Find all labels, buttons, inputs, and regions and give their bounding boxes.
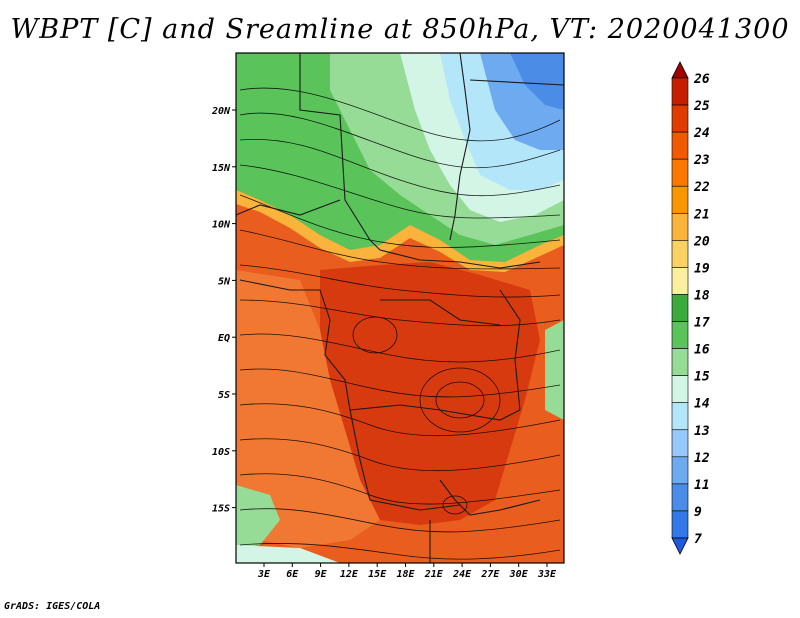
colorbar-swatch [671, 104, 689, 133]
colorbar-swatch [671, 456, 689, 485]
lon-tick-label: 15E [368, 569, 387, 580]
colorbar-swatch [671, 483, 689, 512]
colorbar-swatch [671, 321, 689, 349]
colorbar-swatch [671, 185, 689, 214]
colorbar-swatch [671, 402, 689, 431]
lat-tick-label: EQ [218, 333, 230, 344]
colorbar-label: 21 [693, 207, 710, 222]
lat-tick-label: 15N [212, 163, 231, 174]
temperature-field [236, 53, 564, 563]
lon-tick-label: 24E [452, 569, 472, 580]
lat-tick-label: 20N [211, 106, 231, 117]
green-patch-east [545, 320, 564, 420]
colorbar-label: 23 [693, 153, 710, 168]
colorbar-swatch [671, 131, 689, 160]
lon-tick-label: 30E [509, 569, 529, 580]
lon-tick-label: 18E [396, 569, 415, 580]
lat-tick-label: 5N [218, 276, 231, 287]
lat-tick-label: 15S [212, 504, 230, 515]
lon-tick-label: 27E [480, 569, 500, 580]
colorbar-label: 7 [694, 532, 702, 547]
colorbar-swatch [671, 240, 689, 268]
colorbar-swatch [671, 158, 689, 187]
colorbar-label: 24 [693, 126, 710, 141]
colorbar-label: 14 [694, 397, 710, 412]
lon-tick-label: 9E [315, 569, 328, 580]
lon-tick-label: 21E [424, 569, 444, 580]
colorbar-label: 17 [694, 316, 710, 331]
green-patch-southwest [236, 485, 280, 550]
colorbar-swatch [671, 267, 689, 295]
colorbar-label: 20 [693, 234, 710, 249]
colorbar-label: 18 [694, 288, 710, 303]
colorbar-label: 12 [694, 451, 710, 466]
colorbar-swatch [671, 348, 689, 376]
pale-patch-south [236, 545, 340, 563]
colorbar-swatch [671, 212, 689, 241]
colorbar-arrow-bottom [671, 537, 689, 555]
lon-tick-label: 6E [286, 569, 299, 580]
colorbar-label: 25 [693, 99, 710, 114]
colorbar: 26 25 24 23 22 21 20 19 18 17 16 15 14 13 12 11 9 7 [671, 61, 710, 555]
lat-tick-label: 10S [212, 447, 230, 458]
streamlines [239, 87, 561, 560]
map-frame [235, 52, 565, 564]
colorbar-label: 13 [694, 424, 710, 439]
lat-tick-label: 5S [218, 390, 230, 401]
orange-region-west [236, 270, 380, 548]
colorbar-swatch [671, 429, 689, 458]
hot-region-central [320, 262, 540, 525]
colorbar-swatch [671, 294, 689, 322]
lon-tick-label: 33E [537, 569, 557, 580]
colorbar-label: 19 [694, 261, 710, 276]
lon-tick-label: 12E [340, 569, 359, 580]
longitude-axis: 3E 6E 9E 12E 15E 18E 21E 24E 27E 30E 33E [257, 563, 557, 580]
lon-tick-label: 3E [257, 569, 271, 580]
lat-tick-label: 10N [212, 220, 231, 231]
grads-footer: GrADS: IGES/COLA [4, 601, 101, 612]
yellow-fringe [236, 190, 564, 272]
colorbar-label: 16 [694, 343, 710, 358]
colorbar-label: 26 [693, 72, 710, 87]
colorbar-label: 9 [694, 505, 702, 520]
colorbar-label: 22 [693, 180, 710, 195]
colorbar-swatch [671, 510, 689, 539]
colorbar-swatch [671, 77, 689, 106]
deep-blue-region [510, 53, 564, 110]
country-borders [236, 53, 564, 563]
latitude-axis: 20N 15N 10N 5N EQ 5S 10S 15S [211, 106, 236, 515]
colorbar-label: 11 [694, 478, 710, 493]
map-title: WBPT [C] and Sreamline at 850hPa, VT: 20… [10, 14, 790, 45]
colorbar-arrow-top [671, 61, 689, 79]
colorbar-label: 15 [694, 370, 710, 385]
colorbar-swatch [671, 375, 689, 404]
